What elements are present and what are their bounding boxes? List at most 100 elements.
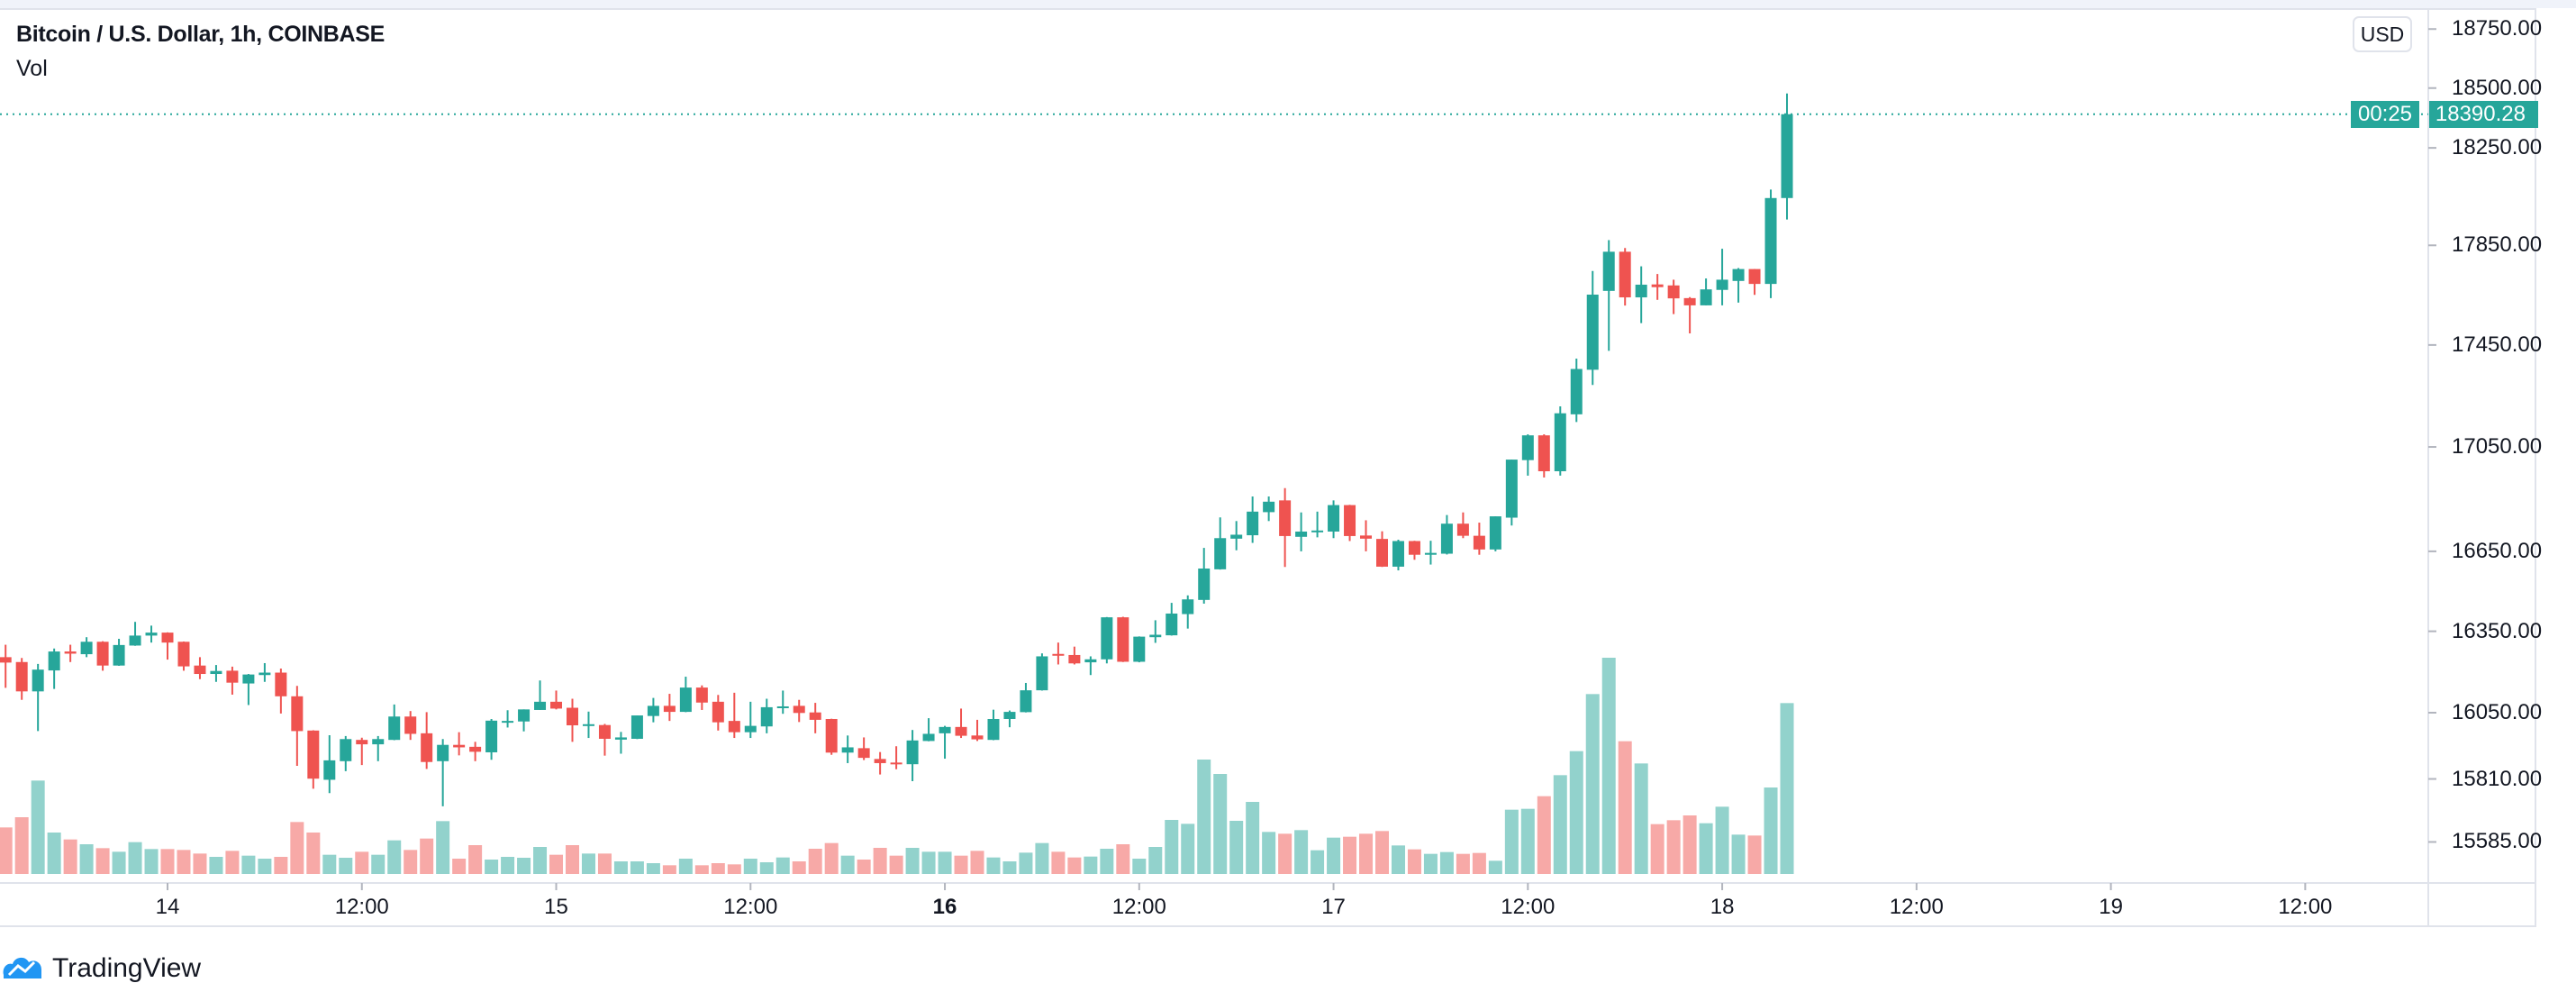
volume-bar	[873, 848, 887, 874]
volume-bar	[0, 827, 13, 874]
candle-body	[1781, 114, 1793, 198]
time-tick-label: 12:00	[1889, 895, 1944, 919]
candle-body	[614, 737, 627, 740]
volume-bar	[970, 851, 984, 874]
volume-bar	[1359, 833, 1374, 874]
time-tick-label: 14	[155, 895, 180, 919]
volume-bar	[1246, 802, 1260, 874]
last-price-label: 18390.28	[2429, 100, 2538, 128]
volume-bar	[630, 861, 644, 874]
time-tick-label: 12:00	[1501, 895, 1556, 919]
volume-bar	[241, 855, 256, 874]
volume-bar	[452, 859, 467, 874]
volume-bar	[1067, 857, 1082, 874]
volume-bar	[1488, 860, 1502, 874]
volume-bar	[387, 840, 402, 874]
volume-bar	[160, 849, 175, 874]
time-tick-label: 12:00	[723, 895, 778, 919]
candle-body	[1667, 285, 1680, 299]
candle-body	[1716, 279, 1728, 290]
candle-body	[0, 657, 12, 663]
volume-bar	[1262, 832, 1276, 874]
candle-body	[1117, 617, 1129, 662]
candle-body	[663, 705, 676, 713]
candle-body	[356, 740, 368, 745]
currency-button[interactable]: USD	[2353, 16, 2412, 52]
volume-bar	[1650, 824, 1664, 874]
price-tick-label: 17850.00	[2452, 232, 2543, 258]
time-tick-label: 19	[2099, 895, 2123, 919]
candle-body	[1700, 289, 1712, 305]
candle-body	[259, 672, 271, 676]
candle-series	[0, 93, 1793, 806]
candle-body	[307, 730, 320, 779]
volume-bar	[1731, 834, 1746, 874]
candle-body	[825, 718, 838, 753]
candle-body	[1311, 530, 1324, 532]
candle-body	[1328, 505, 1340, 532]
candle-body	[1408, 541, 1420, 555]
candle-body	[1214, 538, 1227, 569]
volume-bar	[662, 865, 676, 874]
volume-bar	[306, 833, 321, 874]
volume-bar	[1601, 658, 1616, 874]
volume-bar	[404, 850, 418, 874]
volume-bar	[727, 864, 741, 874]
time-tick-label: 17	[1321, 895, 1346, 919]
candle-body	[1052, 653, 1065, 656]
volume-bar	[1165, 820, 1179, 874]
volume-bar	[776, 857, 790, 874]
volume-bar	[1456, 853, 1470, 874]
candle-body	[15, 661, 28, 692]
volume-bar	[759, 862, 774, 874]
candle-body	[955, 726, 967, 736]
candle-body	[1456, 523, 1469, 536]
volume-bar	[566, 845, 579, 874]
volume-bar	[1423, 853, 1438, 874]
volume-bar	[95, 848, 110, 874]
candle-body	[987, 718, 1000, 741]
tradingview-cloud-icon	[3, 957, 41, 978]
volume-bar	[678, 859, 693, 874]
chart-frame	[0, 8, 2536, 927]
volume-bar	[1634, 763, 1648, 874]
price-tick-label: 16050.00	[2452, 700, 2543, 724]
candle-body	[485, 720, 498, 752]
volume-bar	[646, 863, 660, 874]
candle-body	[518, 709, 531, 722]
volume-bar	[938, 851, 952, 874]
time-tick-label: 12:00	[334, 895, 389, 919]
candle-body	[1020, 690, 1032, 713]
candle-body	[1360, 535, 1373, 539]
volume-bar	[1699, 823, 1713, 874]
volume-bar	[533, 847, 548, 874]
volume-bar	[694, 865, 709, 874]
candle-body	[841, 747, 854, 753]
volume-indicator-label[interactable]: Vol	[16, 56, 48, 81]
volume-bar	[905, 848, 920, 874]
candle-body	[922, 733, 935, 742]
volume-bar	[1537, 796, 1551, 874]
volume-bar	[1715, 806, 1729, 874]
candle-body	[567, 707, 578, 726]
candle-body	[760, 706, 773, 727]
candle-body	[64, 651, 77, 654]
candle-body	[113, 644, 125, 666]
volume-bar	[808, 849, 822, 874]
tradingview-brand-text: TradingView	[52, 953, 202, 983]
volume-bar	[1666, 820, 1681, 874]
volume-bar	[517, 858, 531, 874]
candle-body	[210, 670, 222, 675]
volume-bar	[1002, 861, 1017, 874]
chart-title: Bitcoin / U.S. Dollar, 1h, COINBASE	[16, 22, 385, 47]
candle-body	[48, 651, 60, 671]
candle-body	[534, 701, 547, 710]
time-tick-label: 12:00	[2278, 895, 2333, 919]
candle-body	[1376, 539, 1388, 567]
price-tick-label: 16350.00	[2452, 618, 2543, 643]
volume-bar	[986, 857, 1001, 874]
candle-body	[1521, 435, 1534, 460]
candle-body	[404, 716, 417, 734]
volume-bar	[597, 853, 612, 874]
